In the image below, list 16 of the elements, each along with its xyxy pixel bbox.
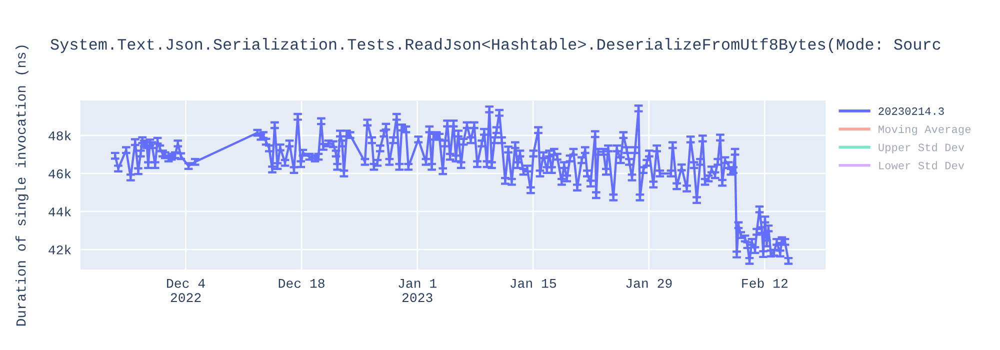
y-tick-label: 46k: [48, 168, 71, 178]
legend-label: 20230214.3: [878, 107, 944, 115]
legend-label: Upper Std Dev: [878, 143, 964, 154]
x-tick-label: Jan 15: [510, 279, 556, 288]
x-tick-label: Jan 1 2023: [398, 279, 436, 302]
x-tick-label: Jan 29: [626, 278, 672, 288]
y-tick-label: 48k: [48, 130, 71, 140]
y-tick-label: 44k: [48, 206, 71, 216]
chart-title: System.Text.Json.Serialization.Tests.ReadJson<Hashtable>.DeserializeFromUtf8Bytes(Mode: Sourc: [50, 38, 940, 53]
y-axis-title: Duration of single invocation (ns): [16, 46, 28, 326]
legend-label: Lower Std Dev: [879, 161, 964, 170]
legend-label: Moving Average: [878, 124, 971, 136]
y-tick-label: 42k: [48, 244, 71, 254]
x-tick-label: Dec 4 2022: [167, 279, 205, 302]
x-tick-label: Feb 12: [742, 278, 788, 288]
x-tick-label: Dec 18: [278, 278, 324, 288]
